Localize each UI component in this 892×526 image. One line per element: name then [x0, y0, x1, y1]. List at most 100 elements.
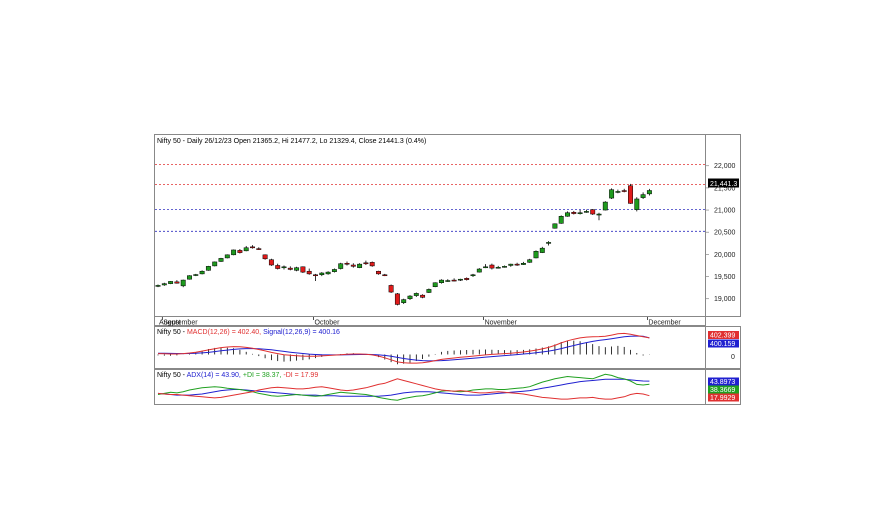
candle-body [294, 267, 300, 271]
candle-body [615, 191, 621, 193]
candle-body [224, 254, 230, 259]
chart-title: Nifty 50 - Daily 26/12/23 Open 21365.2, … [157, 138, 426, 145]
candle-body [401, 299, 407, 303]
candle-body [539, 247, 545, 253]
price-tick-label: 19,500 [714, 274, 736, 281]
macd-histogram [157, 340, 650, 365]
candle-body [275, 265, 281, 269]
macd-legend-prefix: Nifty 50 - [157, 329, 187, 336]
price-tick-label: 20,500 [714, 230, 736, 237]
candle-body [212, 261, 218, 267]
candle-body [344, 262, 350, 265]
candle-body [646, 190, 652, 195]
candle-body [527, 259, 533, 263]
candle-body [502, 266, 507, 268]
price-tick-label: 20,000 [714, 252, 736, 259]
candle-body [250, 246, 255, 249]
candle-body [325, 271, 331, 275]
candle-body [331, 269, 337, 272]
adx-legend-adx: ADX(14) = 43.90, [187, 372, 241, 379]
candle-body [558, 216, 564, 224]
candle-body [193, 274, 199, 276]
candle-body [357, 263, 363, 268]
candle-body [457, 278, 463, 281]
candle-body [464, 278, 470, 280]
candle-body [602, 201, 608, 211]
candle-body [382, 274, 388, 277]
macd-zero-label: 0 [731, 354, 735, 361]
price-tick-label: 22,000 [714, 163, 736, 170]
last-price-label: 21,441.3 [710, 181, 737, 188]
adx-badge-bg [708, 377, 739, 386]
candle-body [281, 266, 287, 269]
month-label: October [315, 320, 341, 327]
candle-body [231, 249, 237, 256]
month-label: August [159, 320, 181, 327]
candle-body [609, 189, 615, 199]
candle-body [420, 294, 426, 298]
candle-body [583, 211, 589, 213]
macd-signal-badge-bg [708, 339, 739, 348]
adx-legend-prefix: Nifty 50 - [157, 372, 187, 379]
candle-body [489, 264, 495, 269]
adx-badge: 43.8973 [710, 379, 735, 386]
candle-body [571, 212, 577, 214]
candle-body [451, 279, 457, 282]
candle-body [243, 247, 249, 252]
candle-body [432, 282, 438, 287]
macd-line [157, 332, 650, 364]
candle-body [174, 281, 180, 284]
candle-body [533, 251, 539, 259]
candle-body [363, 262, 369, 265]
candle-body [546, 242, 552, 244]
macd-legend-signal: Signal(12,26,9) = 400.16 [263, 329, 340, 336]
candle-body [495, 266, 501, 269]
candle-body [388, 285, 394, 293]
macd-badge: 402.399 [710, 333, 735, 340]
candle-body [508, 263, 514, 266]
macd-panel-frame [154, 326, 741, 369]
candle-body [262, 254, 268, 260]
month-label: November [485, 320, 518, 327]
candle-body [520, 262, 526, 265]
candle-body [287, 267, 293, 270]
candle-body [319, 272, 325, 276]
candle-body [155, 285, 161, 287]
macd-legend: Nifty 50 - MACD(12,26) = 402.40, Signal(1… [157, 329, 340, 336]
candle-body [205, 266, 211, 271]
candle-body [413, 293, 419, 296]
candle-body [476, 268, 482, 273]
candle-body [256, 248, 262, 250]
candle-body [187, 275, 192, 280]
candle-body [596, 213, 602, 216]
candle-body [313, 274, 318, 277]
candle-body [552, 223, 558, 229]
candle-body [161, 283, 167, 286]
month-axis-strip [154, 316, 706, 326]
price-tick-label: 21,000 [714, 208, 736, 215]
adx-legend-mdi: -DI = 17.99 [283, 372, 318, 379]
price-tick-label: 21,500 [714, 185, 736, 192]
mdi-badge: 17.9929 [710, 395, 735, 402]
adx-legend: Nifty 50 - ADX(14) = 43.90, +DI = 38.37, -… [157, 372, 318, 379]
candle-body [577, 212, 583, 214]
month-label: December [648, 320, 681, 327]
candle-body [628, 185, 633, 204]
candle-body [445, 280, 451, 282]
candle-body [237, 250, 243, 253]
mdi-badge-bg [708, 393, 739, 402]
candle-body [394, 293, 400, 305]
candle-body [640, 194, 646, 198]
candle-body [565, 212, 570, 217]
macd-signal-line [157, 335, 650, 362]
price-axis-ticks: 22,000 21,500 21,000 20,500 20,000 19,500 19,0… [705, 163, 736, 303]
candle-body [350, 264, 356, 267]
pdi-badge-bg [708, 385, 739, 394]
candle-body [621, 190, 627, 192]
candle-body [218, 258, 224, 262]
candle-body [180, 279, 186, 287]
minus-di-line [157, 378, 650, 400]
macd-legend-macd: MACD(12,26) = 402.40, [187, 329, 261, 336]
